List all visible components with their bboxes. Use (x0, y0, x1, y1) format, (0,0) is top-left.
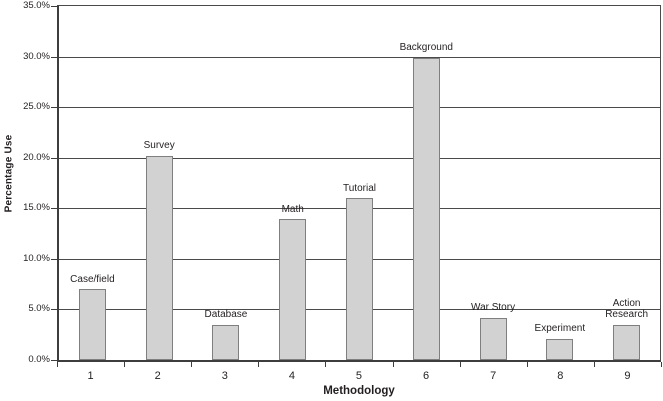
x-tick-mark (661, 362, 662, 367)
x-tick-label: 4 (288, 370, 295, 382)
y-tick-mark (51, 157, 57, 159)
y-tick-label: 20.0% (23, 151, 50, 163)
bar-1 (78, 289, 106, 360)
y-tick-mark (51, 6, 57, 7)
y-tick-mark (51, 56, 57, 58)
bar-label: War Story (471, 302, 516, 314)
bar-9 (613, 324, 641, 360)
y-axis-title: Percentage Use (3, 134, 15, 213)
y-tick-label: 5.0% (28, 303, 50, 315)
x-tick-label: 7 (490, 370, 497, 382)
x-tick-mark (392, 362, 394, 367)
y-tick-mark (51, 309, 57, 311)
gridline (59, 107, 660, 109)
bar-7 (479, 317, 507, 360)
bar-label: Experiment (534, 323, 586, 335)
bar-5 (346, 198, 373, 360)
x-tick-label: 3 (221, 370, 228, 382)
x-tick-label: 1 (87, 370, 94, 382)
x-tick-mark (593, 362, 595, 367)
bar-4 (279, 219, 307, 360)
bar-label: Case/field (70, 273, 115, 285)
x-tick-mark (459, 362, 461, 367)
x-tick-label: 8 (557, 370, 564, 382)
plot-area: Case/field Survey Database Math Tutorial Back… (57, 5, 661, 362)
y-tick-label: 30.0% (23, 50, 50, 62)
bar-label: Tutorial (343, 182, 376, 194)
x-axis-title: Methodology (323, 385, 395, 397)
bar-label: Action Research (605, 297, 649, 321)
bar-6 (412, 57, 440, 360)
x-tick-label: 9 (624, 370, 631, 382)
x-tick-mark (191, 362, 193, 367)
y-tick-mark (51, 208, 57, 210)
x-tick-label: 5 (355, 370, 363, 382)
y-tick-mark (51, 360, 57, 361)
x-tick-mark (526, 362, 528, 367)
y-tick-mark (51, 107, 57, 109)
y-tick-mark (51, 258, 57, 260)
gridline (59, 157, 660, 159)
y-tick-label: 0.0% (28, 354, 50, 365)
y-tick-label: 25.0% (23, 101, 50, 113)
bar-8 (546, 338, 574, 360)
y-tick-label: 35.0% (23, 0, 50, 11)
x-tick-mark (258, 362, 260, 367)
y-tick-label: 10.0% (23, 252, 50, 264)
x-tick-label: 6 (423, 370, 430, 382)
bar-2 (145, 155, 173, 360)
x-tick-mark (57, 362, 58, 367)
y-tick-label: 15.0% (23, 202, 50, 214)
bar-label: Database (204, 309, 248, 321)
x-tick-mark (325, 362, 327, 367)
bar-label: Background (399, 42, 453, 54)
x-tick-label: 2 (154, 370, 161, 382)
bar-label: Survey (143, 140, 175, 152)
gridline (59, 56, 660, 58)
x-tick-mark (124, 362, 126, 367)
bar-label: Math (281, 203, 304, 215)
bar-3 (212, 324, 240, 360)
